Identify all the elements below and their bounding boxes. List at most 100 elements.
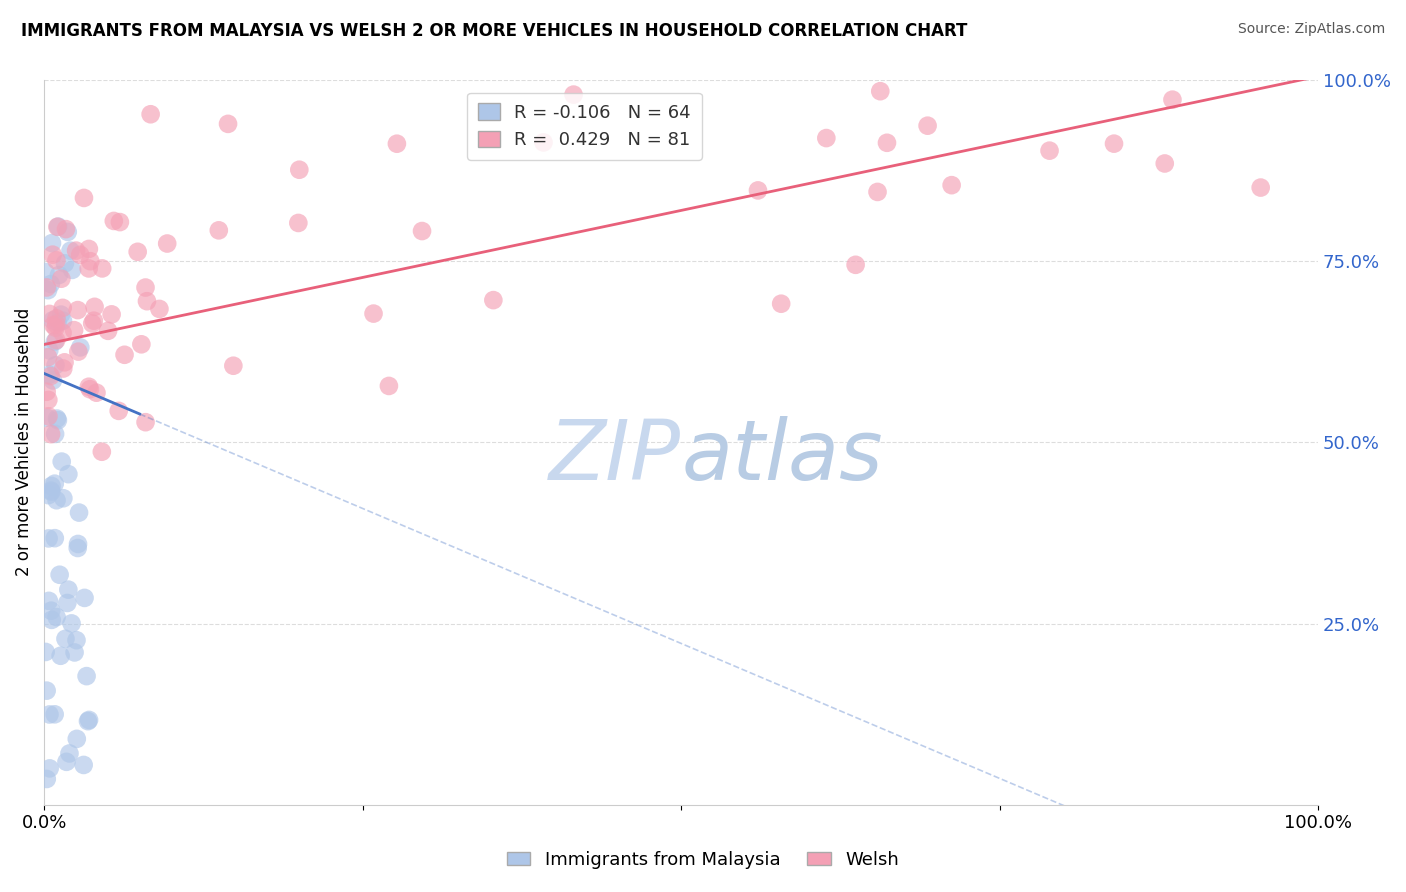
- Point: [77, 242, 100, 256]
- Point: [981, 58, 1004, 72]
- Point: [69, 248, 91, 262]
- Point: [86, 385, 108, 400]
- Point: [42, 318, 65, 332]
- Point: [58, 747, 80, 761]
- Point: [45, 318, 67, 332]
- Point: [41, 613, 63, 627]
- Point: [42, 374, 65, 388]
- Point: [45, 610, 67, 624]
- Point: [46, 219, 69, 234]
- Point: [217, 117, 239, 131]
- Point: [45, 333, 67, 347]
- Point: [51, 454, 73, 468]
- Point: [77, 261, 100, 276]
- Point: [37, 350, 59, 364]
- Point: [51, 271, 73, 285]
- Point: [52, 326, 75, 340]
- Point: [73, 191, 96, 205]
- Point: [363, 307, 385, 321]
- Point: [482, 293, 505, 307]
- Point: [66, 541, 89, 555]
- Point: [35, 384, 58, 399]
- Point: [866, 185, 889, 199]
- Point: [79, 254, 101, 268]
- Point: [107, 404, 129, 418]
- Point: [52, 301, 75, 315]
- Point: [59, 244, 82, 258]
- Point: [44, 707, 66, 722]
- Point: [35, 772, 58, 786]
- Point: [114, 348, 136, 362]
- Point: [60, 616, 83, 631]
- Point: [917, 119, 939, 133]
- Point: [97, 324, 120, 338]
- Point: [55, 632, 77, 646]
- Point: [533, 136, 555, 150]
- Point: [38, 707, 60, 722]
- Point: [46, 316, 69, 330]
- Point: [45, 253, 67, 268]
- Point: [73, 758, 96, 772]
- Point: [67, 506, 90, 520]
- Point: [1250, 180, 1272, 194]
- Point: [65, 633, 87, 648]
- Point: [38, 307, 60, 321]
- Point: [49, 648, 72, 663]
- Point: [562, 87, 585, 102]
- Point: [39, 484, 62, 499]
- Point: [869, 84, 891, 98]
- Point: [66, 537, 89, 551]
- Y-axis label: 2 or more Vehicles in Household: 2 or more Vehicles in Household: [15, 309, 32, 576]
- Point: [45, 320, 67, 334]
- Point: [287, 216, 309, 230]
- Point: [45, 493, 67, 508]
- Point: [385, 136, 408, 151]
- Point: [222, 359, 245, 373]
- Point: [38, 532, 60, 546]
- Point: [1161, 93, 1184, 107]
- Point: [815, 131, 838, 145]
- Point: [58, 582, 80, 597]
- Point: [38, 343, 60, 358]
- Point: [55, 755, 77, 769]
- Point: [44, 531, 66, 545]
- Point: [53, 256, 76, 270]
- Point: [34, 645, 56, 659]
- Point: [845, 258, 868, 272]
- Point: [38, 368, 60, 382]
- Point: [127, 244, 149, 259]
- Point: [37, 411, 59, 425]
- Point: [46, 411, 69, 425]
- Point: [46, 413, 69, 427]
- Point: [100, 307, 122, 321]
- Point: [52, 313, 75, 327]
- Point: [135, 415, 157, 429]
- Point: [44, 426, 66, 441]
- Point: [52, 491, 75, 506]
- Point: [148, 301, 170, 316]
- Point: [883, 58, 905, 72]
- Point: [79, 382, 101, 396]
- Point: [83, 300, 105, 314]
- Point: [44, 334, 66, 349]
- Point: [103, 214, 125, 228]
- Point: [108, 215, 131, 229]
- Point: [65, 244, 87, 258]
- Point: [56, 596, 79, 610]
- Point: [73, 591, 96, 605]
- Point: [77, 713, 100, 727]
- Legend: Immigrants from Malaysia, Welsh: Immigrants from Malaysia, Welsh: [499, 844, 907, 876]
- Point: [48, 268, 70, 282]
- Point: [82, 317, 104, 331]
- Point: [1153, 156, 1175, 170]
- Point: [747, 183, 769, 197]
- Point: [1038, 144, 1060, 158]
- Point: [288, 162, 311, 177]
- Point: [770, 296, 793, 310]
- Point: [83, 314, 105, 328]
- Point: [46, 219, 69, 234]
- Point: [63, 645, 86, 659]
- Point: [77, 714, 100, 728]
- Point: [38, 761, 60, 775]
- Point: [41, 236, 63, 251]
